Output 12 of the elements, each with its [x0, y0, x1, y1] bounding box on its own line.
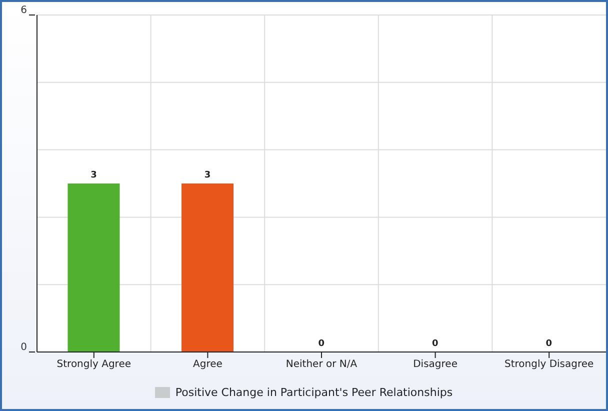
data-label: 0	[546, 339, 552, 349]
x-tick-label: Strongly Disagree	[504, 359, 594, 370]
data-label: 0	[318, 339, 324, 349]
x-tick-label: Agree	[193, 359, 222, 370]
y-tick-label: 6	[20, 5, 27, 16]
text: Positive Change in Participant's Peer Relationships	[174, 386, 453, 399]
data-label: 3	[204, 170, 211, 180]
data-label: 0	[432, 339, 438, 349]
x-tick-label: Strongly Agree	[56, 359, 132, 370]
data-label: 3	[90, 170, 97, 180]
x-tick-label: Neither or N/A	[286, 359, 358, 370]
x-tick-label: Disagree	[413, 359, 458, 370]
